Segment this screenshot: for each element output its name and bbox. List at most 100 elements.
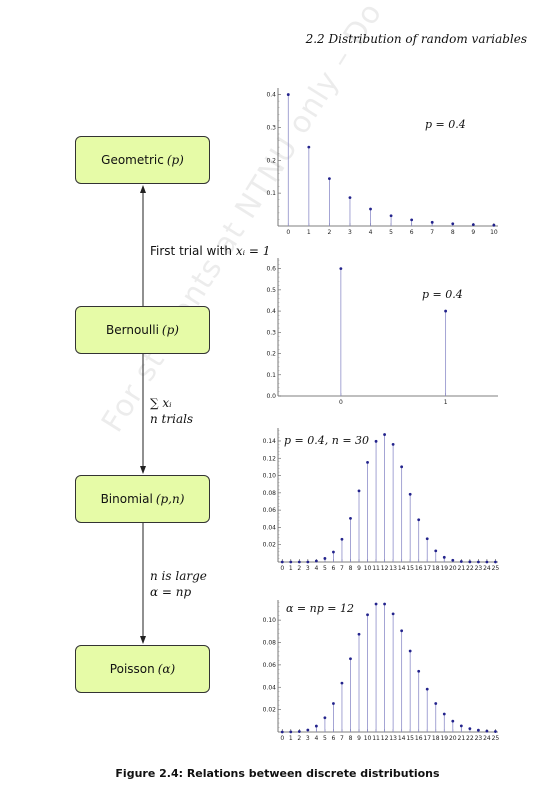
- stem-point: [328, 177, 331, 181]
- stem-point: [410, 218, 414, 222]
- x-tick-label: 5: [323, 735, 327, 742]
- x-tick-label: 13: [389, 735, 397, 742]
- edge-label-geometric: First trial with xᵢ = 1: [150, 243, 270, 259]
- stem-point: [391, 443, 395, 446]
- chart-annotation: p = 0.4, n = 30: [284, 434, 369, 447]
- y-tick-label: 0.02: [263, 707, 277, 714]
- poisson-label: Poisson: [109, 662, 155, 676]
- x-tick-label: 1: [307, 229, 311, 236]
- chart-annotation: α = np = 12: [286, 602, 354, 615]
- x-tick-label: 22: [466, 565, 474, 572]
- x-tick-label: 4: [314, 565, 318, 572]
- binomial-pmf-chart: 0.020.040.060.080.100.120.140 1 2 3 4 5 6 7 8 9 10…: [263, 428, 499, 572]
- x-tick-label: 5: [323, 565, 327, 572]
- stem-point: [494, 560, 497, 564]
- edge-geo-text: First trial with: [150, 244, 236, 258]
- x-tick-label: 1: [289, 565, 293, 572]
- x-tick-label: 3: [306, 565, 310, 572]
- y-tick-label: 0.2: [266, 351, 276, 358]
- y-tick-label: 0.12: [263, 455, 277, 462]
- bernoulli-box: Bernoulli (p): [75, 306, 210, 354]
- x-tick-label: 9: [471, 229, 475, 236]
- x-tick-label: 18: [432, 565, 440, 572]
- x-tick-label: 24: [483, 565, 491, 572]
- y-tick-label: 0.2: [266, 157, 276, 164]
- y-tick-label: 0.4: [266, 308, 276, 315]
- stem-point: [349, 516, 352, 520]
- stem-point: [451, 222, 455, 226]
- poisson-param: (α): [157, 662, 176, 676]
- y-tick-label: 0.08: [263, 640, 277, 647]
- y-tick-label: 0.0: [266, 393, 276, 400]
- y-tick-label: 0.4: [266, 92, 276, 99]
- stem-point: [366, 613, 369, 617]
- binomial-box: Binomial (p,n): [75, 475, 210, 523]
- stem-point: [485, 560, 489, 564]
- edge-bin-sum: ∑ xᵢ: [150, 396, 172, 410]
- chart-annotation: p = 0.4: [422, 288, 463, 301]
- geometric-label: Geometric: [101, 153, 164, 167]
- stem-point: [476, 560, 480, 564]
- stem-point: [434, 702, 438, 705]
- edge-geo-math: xᵢ = 1: [235, 244, 271, 258]
- poisson-box: Poisson (α): [75, 645, 210, 693]
- y-tick-label: 0.3: [266, 329, 276, 336]
- stem-point: [348, 196, 352, 200]
- x-tick-label: 17: [423, 565, 431, 572]
- y-tick-label: 0.3: [266, 124, 276, 131]
- stem-point: [339, 267, 343, 271]
- x-tick-label: 4: [314, 735, 318, 742]
- x-tick-label: 23: [475, 735, 483, 742]
- edge-label-poisson: n is large α = np: [150, 568, 207, 600]
- x-tick-label: 0: [280, 565, 284, 572]
- stem-point: [451, 558, 455, 562]
- stem-point: [369, 207, 372, 211]
- stem-point: [340, 681, 344, 685]
- stem-point: [485, 729, 489, 733]
- stem-point: [383, 433, 386, 436]
- stem-point: [314, 559, 318, 563]
- x-tick-label: 5: [389, 229, 393, 236]
- x-tick-label: 11: [372, 565, 380, 572]
- x-tick-label: 25: [492, 735, 500, 742]
- stem-point: [468, 560, 472, 564]
- stem-point: [383, 602, 386, 606]
- stem-point: [306, 728, 310, 732]
- stem-point: [417, 669, 421, 673]
- running-header: 2.2 Distribution of random variables: [305, 32, 527, 46]
- binomial-label: Binomial: [100, 492, 153, 506]
- edge-poi-line2: α = np: [150, 585, 192, 599]
- x-tick-label: 9: [357, 735, 361, 742]
- stem-point: [451, 719, 455, 723]
- stem-point: [430, 220, 434, 224]
- stem-point: [468, 727, 472, 731]
- x-tick-label: 15: [406, 735, 414, 742]
- y-tick-label: 0.1: [266, 372, 276, 379]
- stem-point: [492, 223, 496, 227]
- x-tick-label: 15: [406, 565, 414, 572]
- x-tick-label: 12: [381, 735, 389, 742]
- stem-point: [400, 465, 404, 469]
- bernoulli-pmf-chart: 0.0 0.1 0.2 0.3 0.4 0.5 0.6 0 1 p = 0.4: [266, 258, 498, 406]
- geometric-pmf-chart: 0.1 0.2 0.3 0.4 0 1 2 3 4 5 6 7 8 9 10 p = 0.4: [266, 88, 498, 236]
- x-tick-label: 8: [349, 735, 353, 742]
- x-tick-label: 17: [423, 735, 431, 742]
- stem-point: [476, 728, 480, 732]
- y-tick-label: 0.10: [263, 617, 277, 624]
- x-tick-label: 1: [289, 735, 293, 742]
- x-tick-label: 2: [327, 229, 331, 236]
- x-tick-label: 7: [430, 229, 434, 236]
- stem-point: [306, 560, 310, 564]
- stem-point: [349, 657, 352, 661]
- x-tick-label: 24: [483, 735, 491, 742]
- x-tick-label: 16: [415, 735, 423, 742]
- x-tick-label: 14: [398, 565, 406, 572]
- y-tick-label: 0.10: [263, 473, 277, 480]
- stem-point: [459, 724, 463, 728]
- stem-point: [471, 223, 475, 227]
- y-tick-label: 0.6: [266, 266, 276, 273]
- stem-point: [408, 649, 412, 653]
- x-tick-label: 13: [389, 565, 397, 572]
- stem-point: [366, 461, 369, 464]
